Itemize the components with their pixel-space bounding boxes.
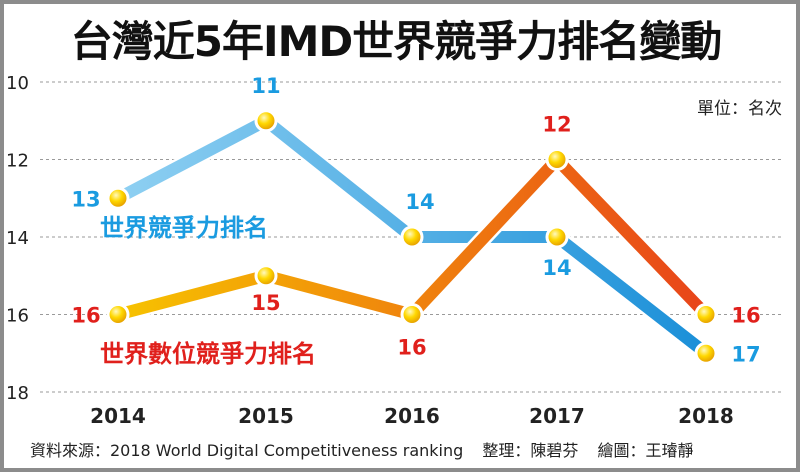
y-tick-label: 14 [6, 228, 29, 249]
y-tick-label: 10 [6, 73, 29, 94]
unit-label: 單位：名次 [697, 99, 782, 119]
data-label: 16 [397, 336, 426, 360]
series-name: 世界數位競爭力排名 [100, 340, 316, 368]
data-point [254, 264, 278, 288]
data-point [106, 303, 130, 326]
x-tick-label: 2017 [529, 404, 585, 428]
y-tick-label: 16 [6, 306, 29, 327]
data-label: 17 [731, 342, 760, 366]
data-label: 14 [542, 256, 571, 280]
editor-text: 整理：陳碧芬 [482, 441, 579, 460]
source-text: 資料來源：2018 World Digital Competitiveness … [30, 441, 464, 460]
x-tick-label: 2015 [238, 404, 294, 428]
data-label: 16 [71, 304, 100, 328]
data-label: 16 [731, 304, 760, 328]
data-point [106, 186, 130, 210]
series-name: 世界競爭力排名 [100, 214, 268, 242]
data-point [400, 303, 424, 326]
y-tick-label: 12 [6, 151, 29, 172]
data-label: 14 [405, 190, 434, 214]
x-tick-label: 2018 [678, 404, 734, 428]
x-tick-label: 2014 [90, 404, 146, 428]
data-point [694, 303, 718, 326]
data-point [400, 225, 424, 249]
data-label: 11 [251, 74, 280, 98]
x-tick-label: 2016 [384, 404, 440, 428]
chart-title: 台灣近5年IMD世界競爭力排名變動 [70, 17, 723, 66]
data-label: 12 [542, 113, 571, 137]
illustrator-text: 繪圖：王璿靜 [597, 441, 694, 460]
footer: 資料來源：2018 World Digital Competitiveness … [30, 437, 708, 461]
data-label: 13 [71, 187, 100, 211]
data-label: 15 [251, 291, 280, 315]
data-point [694, 341, 718, 365]
data-point [254, 109, 278, 133]
data-point [545, 225, 569, 249]
y-tick-label: 18 [6, 383, 29, 404]
data-point [545, 148, 569, 171]
